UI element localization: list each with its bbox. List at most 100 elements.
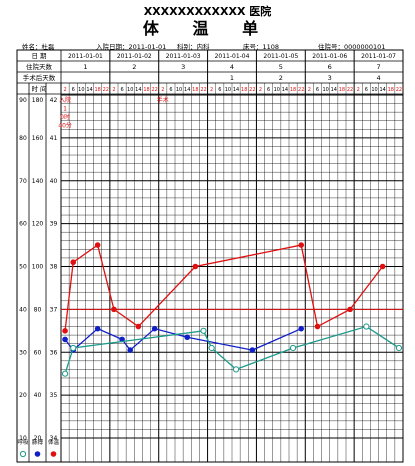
patient-name-value: 杜磊 [41, 43, 55, 51]
time-slot-label: 6 [72, 87, 75, 93]
time-slot-label: 2 [210, 87, 213, 93]
time-slot-label: 2 [161, 87, 164, 93]
department-label: 科别： [177, 43, 197, 51]
time-slot-label: 14 [135, 87, 141, 93]
temperature-series-line [64, 243, 384, 331]
pulse-point [62, 336, 68, 343]
pulse-point [127, 347, 134, 353]
inpatient-day-cell: 1 [83, 63, 87, 71]
legend-temperature-label: 体温 [48, 438, 60, 446]
time-slot-label: 14 [331, 87, 337, 93]
respiration-tick-label: 80 [19, 135, 27, 142]
temperature-point [314, 323, 321, 330]
date-cell: 2011-01-05 [263, 53, 298, 60]
legend-pulse-marker [34, 451, 41, 457]
time-slot-label: 2 [308, 87, 311, 93]
time-slot-label: 14 [86, 87, 92, 93]
time-slot-label: 6 [120, 87, 123, 93]
date-cell: 2011-01-01 [68, 53, 103, 60]
department-value: 内科 [196, 43, 210, 51]
respiration-point [70, 344, 77, 352]
pulse-tick-label: 40 [34, 392, 42, 399]
legend-pulse-label: 脉搏 [32, 438, 44, 446]
respiration-point [200, 327, 207, 334]
time-slot-label: 10 [371, 87, 377, 93]
inpatient-days-label: 住院天数 [26, 62, 53, 71]
respiration-point [232, 366, 240, 373]
respiration-point [289, 344, 297, 352]
time-row-label: 时 间 [31, 84, 46, 93]
postop-day-cell: 2 [279, 74, 283, 82]
form-title: 体 温 单 [142, 19, 273, 38]
temperature-point [70, 259, 77, 266]
time-slot-label: 2 [357, 87, 360, 93]
time-slot-label: 18 [241, 87, 247, 93]
pulse-point [184, 334, 191, 341]
respiration-tick-label: 60 [19, 221, 27, 228]
time-slot-label: 18 [192, 87, 198, 93]
temperature-point [135, 323, 142, 330]
time-slot-label: 22 [151, 87, 157, 93]
inpatient-day-cell: 4 [230, 63, 234, 71]
date-cell: 2011-01-04 [215, 53, 250, 60]
temperature-tick-label: 42 [50, 97, 58, 104]
date-cell: 2011-01-03 [166, 53, 201, 60]
temperature-point [192, 263, 199, 270]
time-slot-label: 10 [176, 87, 182, 93]
temperature-point [62, 328, 68, 334]
time-slot-label: 2 [63, 87, 66, 93]
time-slot-label: 22 [249, 87, 255, 93]
sheet-frame [16, 49, 404, 463]
temperature-tick-label: 40 [50, 178, 58, 185]
date-cell: 2011-01-07 [361, 53, 396, 60]
respiration-point [208, 344, 215, 352]
temperature-tick-label: 38 [50, 264, 58, 271]
time-slot-label: 18 [388, 87, 394, 93]
time-slot-label: 6 [365, 87, 368, 93]
temperature-tick-label: 41 [50, 135, 58, 142]
time-slot-label: 10 [225, 87, 231, 93]
chart-annotation: 入院 [59, 96, 71, 104]
time-slot-label: 10 [322, 87, 328, 93]
temperature-tick-label: 34 [50, 435, 58, 442]
respiration-tick-label: 20 [19, 392, 27, 399]
time-slot-label: 14 [233, 87, 239, 93]
bed-number: 床号：1108 [243, 41, 279, 51]
department: 科别：内科 [177, 41, 210, 51]
temperature-point [298, 242, 305, 248]
time-slot-label: 6 [169, 87, 172, 93]
chart-annotation: 1 [63, 106, 67, 113]
time-slot-label: 14 [379, 87, 385, 93]
temperature-point [347, 306, 353, 313]
temperature-tick-label: 39 [50, 221, 58, 228]
chart-annotation: 手术 [157, 96, 169, 104]
respiration-tick-label: 90 [19, 97, 27, 104]
respiration-point [61, 370, 69, 377]
time-slot-label: 6 [218, 87, 221, 93]
postop-day-cell: 1 [230, 74, 234, 82]
temperature-point [94, 242, 101, 248]
pulse-tick-label: 180 [32, 97, 44, 104]
date-cell: 2011-01-06 [312, 53, 347, 60]
respiration-series-line [64, 325, 400, 374]
respiration-point [395, 344, 403, 352]
time-slot-label: 6 [316, 87, 319, 93]
legend-respiration-marker [19, 450, 27, 458]
legend-temperature-marker [50, 451, 57, 457]
time-slot-label: 10 [274, 87, 280, 93]
pulse-point [151, 325, 158, 332]
time-slot-label: 18 [94, 87, 100, 93]
hospital-name: XXXXXXXXXXXX 医院 [143, 5, 272, 18]
chart-annotation: 0时 [60, 113, 70, 121]
pulse-tick-label: 60 [34, 349, 42, 356]
temperature-tick-label: 37 [50, 306, 58, 313]
pulse-tick-label: 80 [34, 306, 42, 313]
inpatient-id: 住院号：0000000101 [318, 41, 385, 51]
inpatient-day-cell: 2 [132, 63, 136, 71]
inpatient-id-label: 住院号： [318, 43, 344, 51]
pulse-point [94, 325, 101, 332]
temperature-point [111, 306, 117, 313]
time-slot-label: 22 [298, 87, 304, 93]
